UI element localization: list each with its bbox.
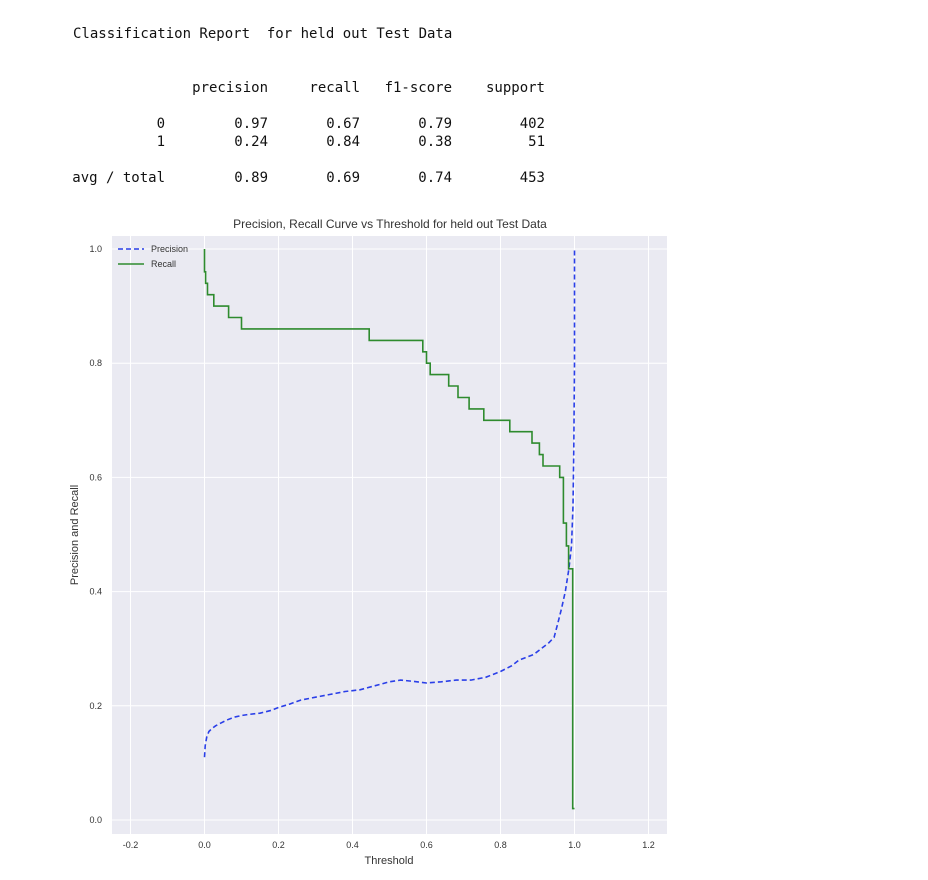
- precision-recall-chart: Precision, Recall Curve vs Threshold for…: [69, 217, 667, 867]
- legend-label-precision: Precision: [151, 244, 188, 254]
- avg-total-label: avg / total: [72, 170, 165, 186]
- x-tick-label: -0.2: [123, 840, 139, 850]
- tick-labels: -0.2 0.0 0.2 0.4 0.6 0.8 1.0 1.2 0.0 0.2 0.4 0.6 0.8…: [89, 244, 654, 850]
- report-title: Classification Report for held out Test …: [73, 26, 453, 42]
- row-1-f1-score: 0.38: [418, 134, 452, 150]
- avg-precision: 0.89: [234, 170, 268, 186]
- row-label-0: 0: [156, 116, 165, 132]
- y-tick-label: 0.8: [89, 358, 102, 368]
- legend: Precision Recall: [118, 244, 188, 269]
- x-tick-label: 0.6: [420, 840, 433, 850]
- plot-area: [112, 236, 667, 834]
- row-0-recall: 0.67: [326, 116, 360, 132]
- row-1-precision: 0.24: [234, 134, 268, 150]
- y-axis-label: Precision and Recall: [69, 485, 81, 585]
- x-tick-label: 0.8: [494, 840, 507, 850]
- y-tick-label: 0.2: [89, 701, 102, 711]
- x-axis-label: Threshold: [365, 855, 414, 867]
- avg-f1-score: 0.74: [418, 170, 452, 186]
- header-precision: precision: [192, 80, 268, 96]
- series-layer: [203, 249, 576, 810]
- row-1-support: 51: [528, 134, 545, 150]
- header-recall: recall: [309, 80, 360, 96]
- row-0-precision: 0.97: [234, 116, 268, 132]
- y-tick-label: 0.0: [89, 815, 102, 825]
- y-tick-label: 0.6: [89, 472, 102, 482]
- row-1-recall: 0.84: [326, 134, 360, 150]
- header-support: support: [485, 80, 545, 96]
- chart-title: Precision, Recall Curve vs Threshold for…: [233, 217, 547, 231]
- series-precision-line: [203, 249, 576, 758]
- legend-label-recall: Recall: [151, 259, 176, 269]
- row-0-support: 402: [519, 116, 545, 132]
- classification-report: Classification Report for held out Test …: [0, 0, 928, 200]
- x-tick-label: 1.2: [642, 840, 655, 850]
- row-label-1: 1: [156, 134, 165, 150]
- y-tick-label: 1.0: [89, 244, 102, 254]
- row-0-f1-score: 0.79: [418, 116, 452, 132]
- avg-recall: 0.69: [326, 170, 360, 186]
- x-tick-label: 1.0: [568, 840, 581, 850]
- x-tick-label: 0.0: [198, 840, 211, 850]
- x-tick-label: 0.4: [346, 840, 359, 850]
- series-recall-line: [203, 249, 575, 810]
- avg-support: 453: [519, 170, 545, 186]
- header-f1-score: f1-score: [384, 80, 452, 96]
- y-tick-label: 0.4: [89, 587, 102, 597]
- x-tick-label: 0.2: [272, 840, 285, 850]
